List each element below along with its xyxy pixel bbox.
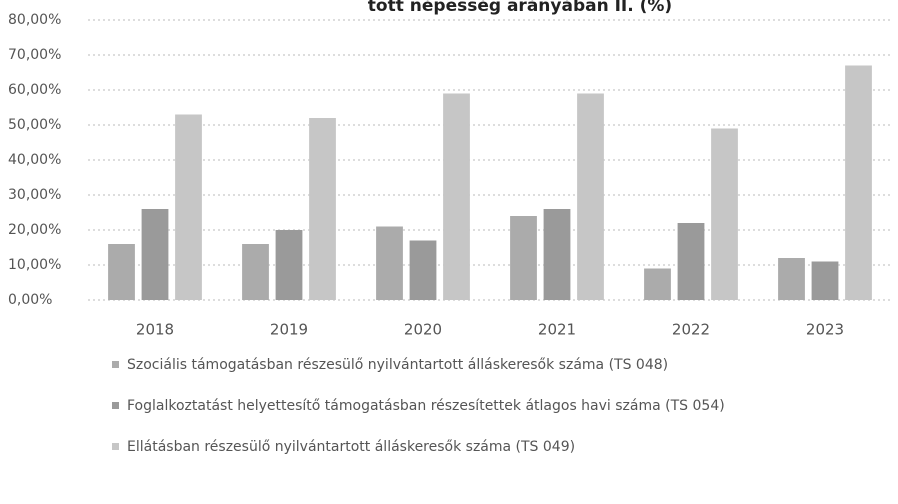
bar bbox=[175, 114, 202, 300]
legend-swatch bbox=[112, 402, 119, 409]
x-tick-label: 2021 bbox=[538, 321, 576, 339]
chart-svg: tott népesség arányában II. (%) 0,00% 10,… bbox=[8, 0, 892, 339]
x-tick-label: 2019 bbox=[270, 321, 308, 339]
bar bbox=[275, 230, 303, 300]
y-tick-label: 80,00% bbox=[8, 12, 61, 28]
y-tick-label: 20,00% bbox=[8, 222, 61, 238]
legend-item: Ellátásban részesülő nyilvántartott állá… bbox=[112, 438, 832, 457]
chart-title: tott népesség arányában II. (%) bbox=[368, 0, 672, 16]
bar bbox=[677, 223, 705, 300]
bar bbox=[108, 244, 135, 300]
x-tick-label: 2022 bbox=[672, 321, 710, 339]
bar bbox=[811, 261, 839, 300]
legend-label: Szociális támogatásban részesülő nyilván… bbox=[127, 357, 669, 373]
legend-swatch bbox=[112, 443, 119, 450]
legend-label: Foglalkoztatást helyettesítő támogatásba… bbox=[127, 398, 725, 414]
y-tick-label: 40,00% bbox=[8, 152, 61, 168]
x-tick-label: 2018 bbox=[136, 321, 174, 339]
x-tick-label: 2023 bbox=[806, 321, 844, 339]
legend-item: Szociális támogatásban részesülő nyilván… bbox=[112, 356, 832, 375]
bar bbox=[376, 226, 403, 300]
bar bbox=[711, 128, 738, 300]
y-tick-label: 30,00% bbox=[8, 187, 61, 203]
x-tick-label: 2020 bbox=[404, 321, 442, 339]
bar bbox=[577, 93, 604, 300]
y-tick-label: 0,00% bbox=[8, 292, 52, 308]
bar bbox=[309, 118, 336, 300]
legend-swatch bbox=[112, 361, 119, 368]
bar bbox=[510, 216, 537, 300]
legend-item: Foglalkoztatást helyettesítő támogatásba… bbox=[112, 397, 832, 416]
legend: Szociális támogatásban részesülő nyilván… bbox=[112, 356, 832, 479]
bar bbox=[141, 209, 169, 300]
y-tick-label: 70,00% bbox=[8, 47, 61, 63]
bar bbox=[644, 268, 671, 300]
bar bbox=[409, 240, 437, 300]
y-tick-label: 60,00% bbox=[8, 82, 61, 98]
y-tick-label: 50,00% bbox=[8, 117, 61, 133]
bar bbox=[242, 244, 269, 300]
bar bbox=[778, 258, 805, 300]
bar bbox=[543, 209, 571, 300]
bar bbox=[845, 65, 872, 300]
y-tick-label: 10,00% bbox=[8, 257, 61, 273]
legend-label: Ellátásban részesülő nyilvántartott állá… bbox=[127, 439, 576, 455]
bar bbox=[443, 93, 470, 300]
